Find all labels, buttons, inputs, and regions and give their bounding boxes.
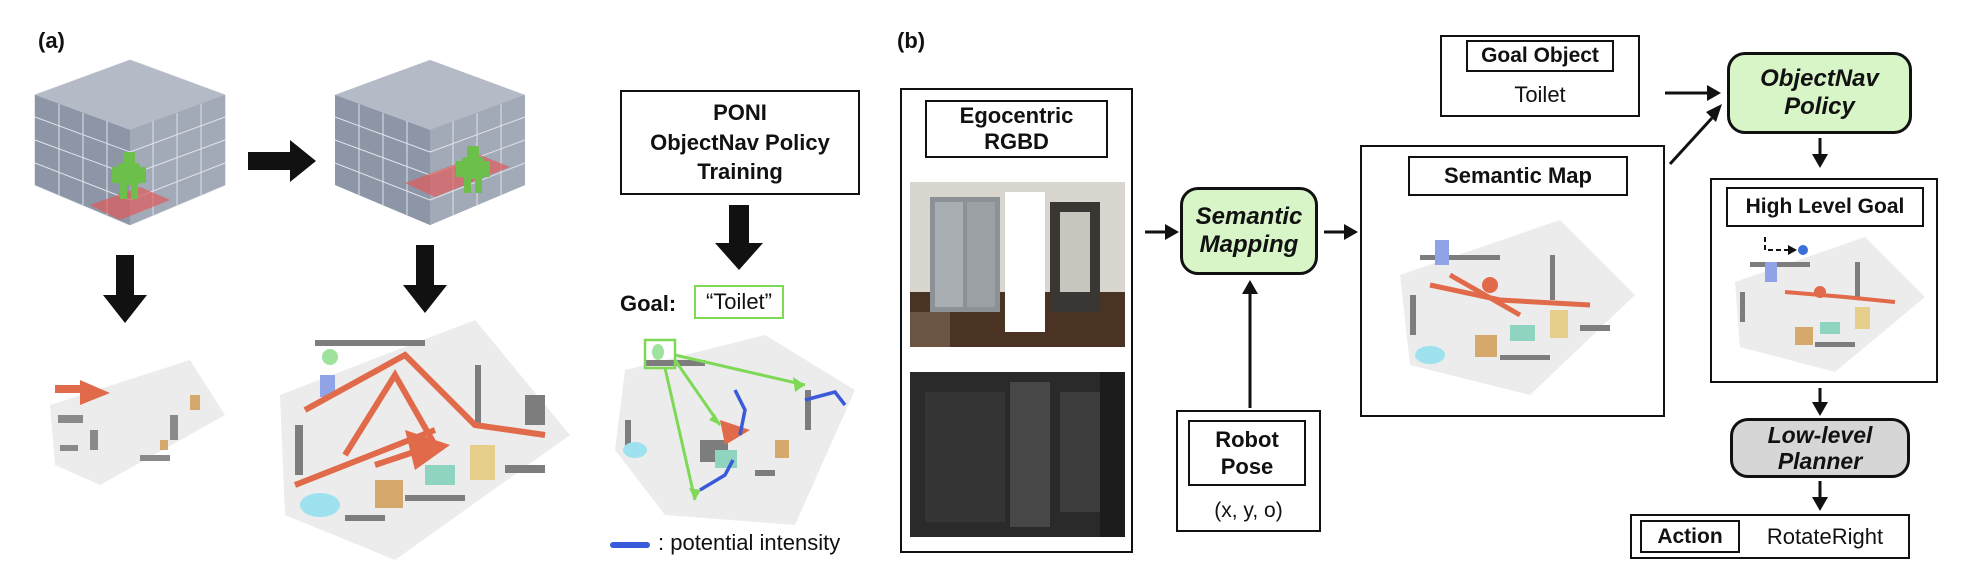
- voxel-cube-right: [334, 60, 526, 225]
- potential-intensity-swatch: [610, 542, 650, 548]
- arrow-planner-to-action: [1812, 481, 1828, 511]
- objectnav-policy-node: ObjectNav Policy: [1727, 52, 1912, 134]
- high-level-goal-map: [1735, 237, 1925, 372]
- arrow-rgbd-to-mapping: [1145, 224, 1179, 240]
- arrow-policy-to-hlgoal: [1812, 138, 1828, 168]
- arrow-right-cubes: [248, 140, 316, 182]
- semantic-map-small: [50, 360, 225, 485]
- semantic-map-image: [1400, 220, 1635, 395]
- goal-value-box: “Toilet”: [694, 285, 784, 319]
- arrow-down-left: [103, 255, 147, 323]
- semantic-mapping-node: Semantic Mapping: [1180, 187, 1318, 275]
- goal-object-title: Goal Object: [1466, 40, 1614, 72]
- robot-pose-value: (x, y, o): [1214, 499, 1283, 522]
- voxel-cube-left: [34, 59, 226, 226]
- panel-b-label: (b): [897, 28, 926, 53]
- egocentric-rgbd-title: Egocentric RGBD: [925, 100, 1108, 158]
- potential-intensity-legend: : potential intensity: [658, 530, 841, 555]
- poni-potential-map: [615, 335, 855, 525]
- semantic-map-large: [280, 320, 570, 560]
- goal-label: Goal:: [620, 291, 677, 316]
- action-value: RotateRight: [1766, 523, 1884, 549]
- low-level-planner-node: Low-level Planner: [1730, 418, 1910, 478]
- high-level-goal-title: High Level Goal: [1726, 187, 1924, 227]
- arrow-mapping-to-map: [1324, 224, 1358, 240]
- arrow-down-poni: [715, 205, 763, 270]
- arrow-goal-to-policy: [1665, 85, 1721, 101]
- arrow-down-right: [403, 245, 447, 313]
- rgb-image: [910, 182, 1125, 347]
- arrow-pose-to-mapping: [1242, 280, 1258, 408]
- goal-object-value: Toilet: [1514, 82, 1566, 107]
- action-title: Action: [1640, 520, 1740, 553]
- arrow-hlgoal-to-planner: [1812, 388, 1828, 416]
- panel-a-label: (a): [38, 28, 65, 53]
- robot-pose-title: Robot Pose: [1188, 420, 1306, 486]
- depth-image: [910, 372, 1125, 537]
- arrow-map-to-policy: [1668, 104, 1722, 166]
- poni-training-box: PONI ObjectNav Policy Training: [620, 90, 860, 195]
- semantic-map-title: Semantic Map: [1408, 156, 1628, 196]
